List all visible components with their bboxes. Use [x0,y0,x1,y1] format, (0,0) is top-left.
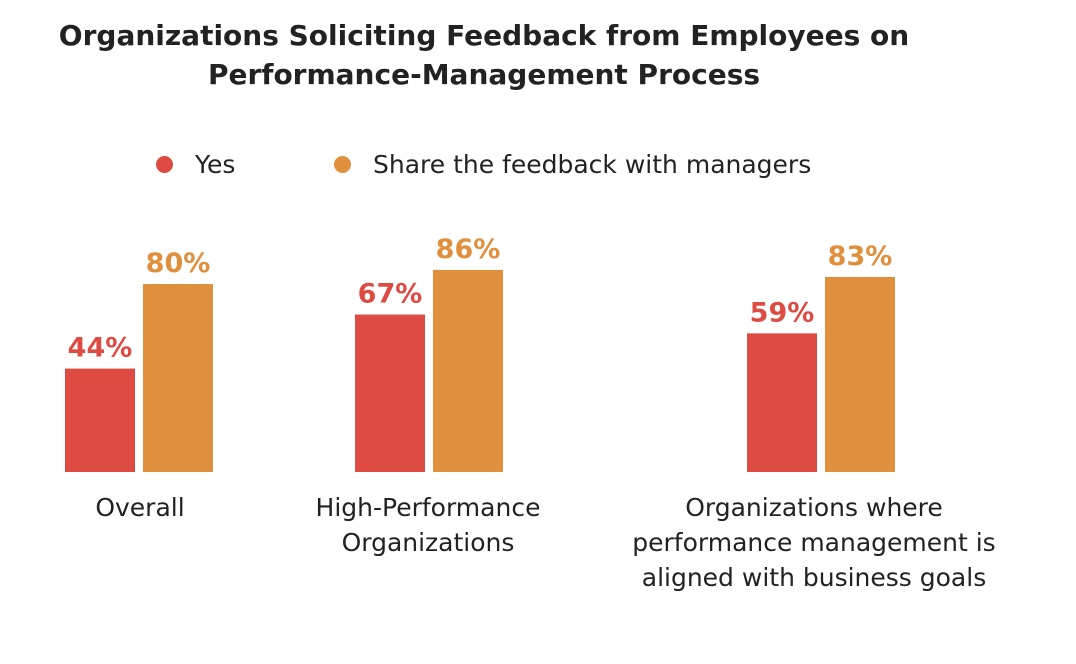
chart-title-line-1: Organizations Soliciting Feedback from E… [58,19,910,52]
bar-yes-high-performance [355,314,425,472]
bar-share-overall [143,284,213,472]
legend-item-yes: Yes [156,146,235,182]
data-label-yes-high-performance: 67% [358,279,423,310]
category-label-aligned-goals: Organizations where performance manageme… [604,490,1024,595]
category-label-line: performance management is [632,528,996,557]
category-label-overall: Overall [40,490,240,525]
category-label-high-performance: High-Performance Organizations [268,490,588,560]
category-label-line: Overall [95,493,185,522]
category-label-line: High-Performance [315,493,541,522]
chart-title-line-2: Performance-Management Process [207,58,761,91]
data-label-share-aligned-goals: 83% [828,241,893,272]
legend-item-share: Share the feedback with managers [334,146,811,182]
legend-label-yes: Yes [195,149,236,179]
data-label-yes-aligned-goals: 59% [750,297,815,328]
data-label-share-high-performance: 86% [436,234,501,265]
legend-marker-share [334,155,351,173]
bar-share-high-performance [433,269,503,472]
category-label-line: Organizations [341,528,515,557]
data-label-yes-overall: 44% [68,333,133,364]
bar-share-aligned-goals [825,276,895,472]
legend-marker-yes [156,155,173,173]
chart-title: Organizations Soliciting Feedback from E… [0,16,968,94]
bar-yes-aligned-goals [747,333,817,472]
bar-yes-overall [65,368,135,472]
legend-label-share: Share the feedback with managers [373,149,812,179]
data-label-share-overall: 80% [146,248,211,279]
category-label-line: aligned with business goals [641,563,987,592]
legend: Yes Share the feedback with managers [0,146,1076,182]
category-label-line: Organizations where [685,493,943,522]
